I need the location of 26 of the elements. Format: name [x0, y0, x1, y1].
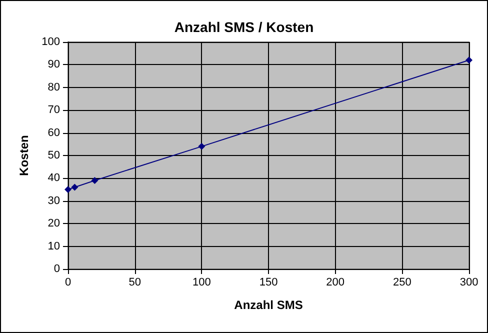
- y-tick-label: 60: [48, 126, 60, 139]
- y-tick-label: 40: [48, 172, 60, 184]
- x-axis-title: Anzahl SMS: [234, 298, 303, 312]
- chart-title: Anzahl SMS / Kosten: [174, 19, 314, 35]
- point: [64, 186, 72, 194]
- x-tick-label: 100: [192, 276, 211, 288]
- y-tick-label: 20: [48, 218, 60, 230]
- y-tick-label: 50: [48, 150, 60, 162]
- y-tick-label: 90: [48, 58, 60, 71]
- x-tick-label: 0: [64, 276, 72, 288]
- y-tick-label: 100: [42, 36, 60, 48]
- y-tick-label: 80: [48, 81, 60, 94]
- x-tick-label: 300: [460, 276, 478, 288]
- point: [198, 142, 206, 150]
- point: [71, 184, 78, 191]
- y-tick-label: 70: [48, 104, 60, 116]
- point: [466, 56, 472, 64]
- x-tick-label: 150: [259, 276, 278, 288]
- y-axis-title: Kosten: [17, 135, 31, 176]
- x-tick-label: 250: [392, 276, 412, 288]
- y-tick-label: 10: [48, 240, 60, 252]
- y-tick-label: 30: [48, 194, 60, 207]
- point: [91, 176, 98, 184]
- x-tick-label: 50: [128, 276, 141, 288]
- x-tick-label: 200: [326, 276, 345, 288]
- y-tick-label: 0: [54, 263, 60, 275]
